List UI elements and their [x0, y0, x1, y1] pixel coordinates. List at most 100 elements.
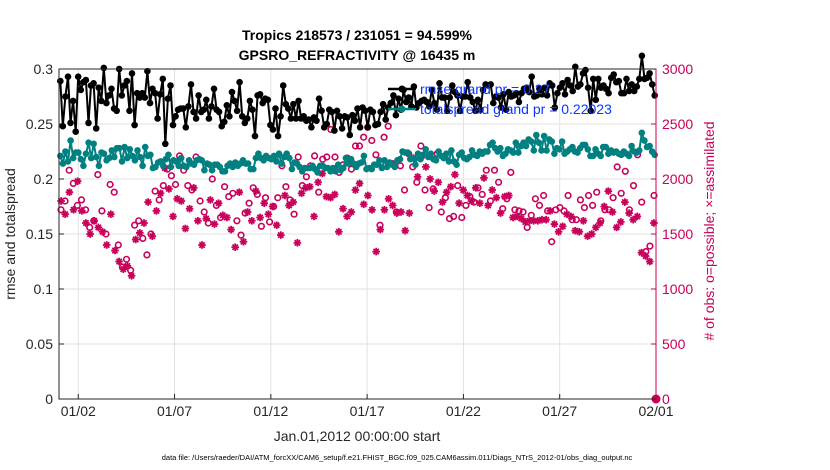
possible-obs-point — [421, 186, 429, 194]
rmse-point — [144, 67, 151, 75]
rmse-point — [64, 73, 72, 80]
x-axis-ticks: 01/02 01/07 01/12 01/17 01/22 01/27 02/01 — [61, 394, 674, 419]
rmse-point — [72, 128, 79, 135]
x-tick-label: 01/22 — [446, 403, 481, 419]
assimilated-obs-point — [368, 206, 376, 214]
rmse-point — [98, 97, 105, 105]
asterisk-stroke — [273, 221, 280, 229]
possible-obs-point — [315, 188, 323, 196]
x-tick-label: 01/12 — [253, 403, 288, 419]
rmse-point — [226, 113, 233, 120]
legend-spread-label: totalspread grand pr = 0.22023 — [420, 101, 612, 117]
asterisk-stroke — [422, 163, 430, 171]
asterisk-stroke — [294, 239, 301, 247]
asterisk-stroke — [414, 173, 421, 181]
asterisk-stroke — [310, 213, 318, 220]
asterisk-stroke — [90, 217, 98, 225]
rmse-point — [264, 96, 272, 104]
left-tick-label: 0.3 — [34, 61, 54, 77]
asterisk-stroke — [215, 199, 222, 207]
rmse-point — [292, 115, 300, 122]
assimilated-obs-point — [434, 178, 443, 187]
totalspread-point — [466, 153, 473, 161]
right-tick-label: 500 — [662, 336, 686, 352]
assimilated-obs-point — [625, 209, 633, 217]
legend-rmse-label: rmse grand pr = 0.27 — [420, 81, 551, 97]
rmse-point — [185, 103, 192, 110]
totalspread-point — [87, 154, 95, 162]
assimilated-obs-point — [430, 187, 438, 195]
totalspread-point — [57, 152, 64, 160]
assimilated-obs-point — [144, 198, 152, 206]
totalspread-point — [208, 166, 216, 174]
rmse-point — [469, 98, 477, 106]
possible-obs-point — [127, 266, 135, 274]
rmse-point — [221, 118, 228, 126]
possible-obs-point — [621, 167, 629, 175]
rmse-point — [295, 97, 302, 105]
assimilated-obs-point — [123, 262, 132, 270]
asterisk-stroke — [480, 174, 488, 182]
rmse-point — [551, 104, 559, 111]
totalspread-point — [602, 143, 610, 151]
possible-obs-point — [495, 178, 503, 186]
rmse-point — [92, 125, 100, 132]
totalspread-point — [419, 151, 427, 159]
assimilated-obs-point — [376, 225, 385, 234]
asterisk-stroke — [513, 213, 521, 220]
assimilated-obs-point — [140, 219, 148, 227]
totalspread-point — [458, 149, 466, 156]
totalspread-point — [334, 161, 342, 168]
x-tick-label: 02/01 — [638, 403, 673, 419]
assimilated-obs-point — [401, 226, 409, 235]
rmse-point — [82, 76, 90, 84]
totalspread-point — [82, 150, 90, 157]
possible-obs-point — [511, 206, 519, 214]
totalspread-point — [512, 139, 520, 146]
totalspread-point — [484, 148, 491, 155]
assimilated-obs-point — [185, 204, 194, 213]
assimilated-obs-point — [231, 243, 239, 251]
asterisk-stroke — [559, 222, 567, 230]
totalspread-point — [288, 165, 296, 173]
totalspread-point — [165, 151, 172, 159]
asterisk-stroke — [588, 230, 596, 238]
rmse-point — [69, 97, 77, 105]
asterisk-stroke — [356, 180, 363, 187]
totalspread-point — [558, 138, 566, 145]
asterisk-stroke — [277, 231, 285, 239]
totalspread-point — [636, 147, 643, 154]
assimilated-obs-point — [496, 209, 505, 217]
asterisk-stroke — [381, 206, 388, 214]
rmse-point — [595, 75, 602, 83]
asterisk-stroke — [244, 208, 251, 216]
assimilated-obs-point — [633, 212, 642, 221]
asterisk-stroke — [153, 207, 160, 215]
rmse-point — [584, 84, 592, 91]
assimilated-obs-series — [57, 152, 661, 404]
rmse-point — [338, 125, 346, 132]
possible-obs-point — [593, 188, 601, 196]
assimilated-obs-point — [355, 179, 364, 188]
totalspread-point — [589, 152, 597, 160]
rmse-point — [154, 115, 161, 122]
asterisk-stroke — [575, 228, 583, 236]
totalspread-point — [201, 166, 208, 174]
assimilated-obs-point — [467, 197, 476, 205]
asterisk-stroke — [397, 208, 405, 216]
totalspread-point — [651, 151, 658, 159]
totalspread-point — [556, 146, 563, 153]
rmse-point — [351, 117, 359, 124]
rmse-point — [487, 81, 495, 88]
asterisk-stroke — [74, 177, 81, 185]
rmse-point — [441, 94, 448, 101]
possible-obs-point — [196, 197, 204, 205]
totalspread-point — [443, 150, 450, 157]
asterisk-stroke — [157, 189, 164, 197]
possible-obs-point — [331, 153, 339, 161]
asterisk-stroke — [605, 187, 612, 195]
totalspread-point — [445, 158, 453, 165]
possible-obs-point — [290, 210, 298, 218]
assimilated-obs-point — [289, 198, 297, 206]
possible-obs-point — [576, 196, 585, 204]
